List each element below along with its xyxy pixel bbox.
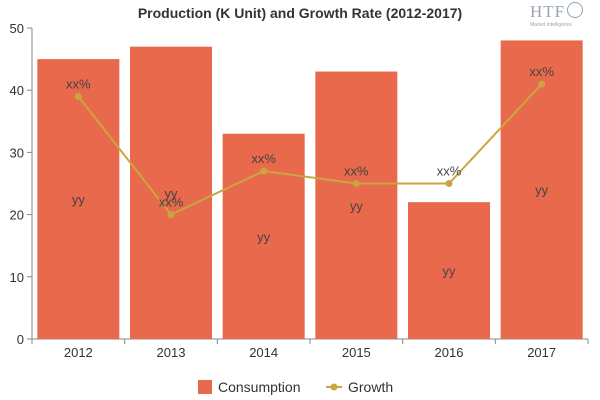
legend-consumption-label: Consumption [218, 379, 301, 395]
bar-consumption-2012 [37, 59, 120, 339]
bar-data-label: yy [257, 229, 271, 244]
growth-point-2014 [260, 167, 268, 175]
growth-point-2012 [74, 92, 82, 100]
bar-data-label: yy [72, 192, 86, 207]
growth-point-2016 [445, 180, 453, 187]
growth-data-label: xx% [529, 64, 554, 79]
x-tick-label-2015: 2015 [342, 345, 371, 360]
x-tick-label-2012: 2012 [64, 345, 93, 360]
legend-growth-label: Growth [348, 379, 393, 395]
logo-tagline: Market Intelligence [530, 22, 572, 28]
growth-data-label: xx% [344, 164, 369, 179]
bar-data-label: yy [350, 198, 364, 213]
x-tick-label-2014: 2014 [249, 345, 278, 360]
y-tick-label: 50 [10, 21, 24, 36]
y-tick-label: 40 [10, 83, 24, 98]
x-tick-label-2017: 2017 [527, 345, 556, 360]
globe-icon [567, 2, 583, 18]
y-tick-label: 0 [17, 332, 24, 347]
bar-consumption-2016 [408, 202, 490, 339]
bar-consumption-2013 [130, 46, 212, 339]
x-tick-label-2016: 2016 [435, 345, 464, 360]
chart-title: Production (K Unit) and Growth Rate (201… [137, 5, 463, 21]
y-tick-label: 20 [10, 208, 24, 223]
growth-point-2015 [352, 180, 360, 187]
growth-data-label: xx% [159, 195, 184, 210]
bar-consumption-2015 [315, 71, 398, 339]
y-tick-label: 30 [10, 145, 24, 160]
growth-data-label: xx% [437, 164, 462, 179]
bar-data-label: yy [443, 264, 457, 279]
htf-logo: HTF Market Intelligence [530, 2, 590, 32]
growth-data-label: xx% [251, 151, 276, 166]
bar-consumption-2017 [500, 40, 583, 339]
legend-consumption-swatch [198, 380, 212, 394]
legend-growth-marker [330, 383, 338, 391]
y-tick-label: 10 [10, 270, 24, 285]
bar-data-label: yy [165, 186, 179, 201]
bar-data-label: yy [535, 183, 549, 198]
growth-point-2017 [538, 80, 546, 88]
growth-data-label: xx% [66, 76, 91, 91]
growth-line [77, 83, 543, 216]
logo-wordmark: HTF [530, 2, 566, 21]
x-tick-label-2013: 2013 [157, 345, 186, 360]
growth-point-2013 [167, 211, 175, 219]
